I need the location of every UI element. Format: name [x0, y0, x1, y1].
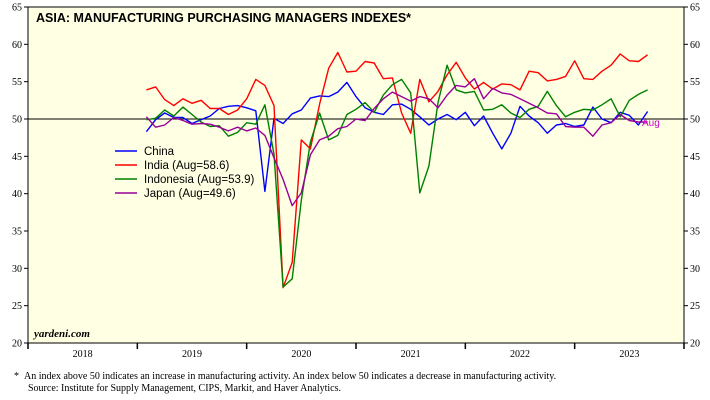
y-tick-label-left: 55: [12, 77, 22, 88]
y-tick-label-right: 35: [690, 227, 700, 238]
footnote-line-1: * An index above 50 indicates an increas…: [14, 371, 556, 382]
y-tick-label-right: 45: [690, 152, 700, 163]
plot-area: [27, 6, 685, 344]
footnote-text: An index above 50 indicates an increase …: [24, 371, 557, 382]
series-line-indonesia: [146, 64, 648, 288]
y-tick-label-left: 65: [12, 3, 22, 14]
y-tick-label-right: 40: [690, 189, 700, 200]
y-tick-label-right: 65: [690, 3, 700, 14]
legend-label: India (Aug=58.6): [144, 160, 230, 172]
y-tick-label-left: 50: [12, 115, 22, 126]
y-tick-label-right: 50: [690, 115, 700, 126]
watermark-yardeni: yardeni.com: [32, 328, 90, 340]
legend-item: India (Aug=58.6): [115, 160, 230, 172]
legend-item: Japan (Aug=49.6): [115, 188, 236, 200]
x-tick-label: 2020: [291, 349, 311, 360]
y-tick-label-right: 55: [690, 77, 700, 88]
y-tick-label-right: 30: [690, 264, 700, 275]
x-tick-label: 2022: [510, 349, 530, 360]
y-tick-label-right: 60: [690, 40, 700, 51]
series-line-japan: [145, 77, 648, 207]
chart-title: ASIA: MANUFACTURING PURCHASING MANAGERS …: [36, 11, 411, 25]
legend-item: Indonesia (Aug=53.9): [115, 174, 254, 186]
footnote-marker: *: [14, 371, 19, 382]
y-tick-label-left: 40: [12, 189, 22, 200]
legend-label: China: [144, 146, 175, 158]
y-tick-label-left: 45: [12, 152, 22, 163]
y-tick-label-left: 25: [12, 301, 22, 312]
footnote-source: Source: Institute for Supply Management,…: [28, 383, 342, 394]
y-tick-label-left: 35: [12, 227, 22, 238]
legend-item: China: [115, 146, 175, 158]
x-tick-label: 2021: [401, 349, 421, 360]
aug-label: Aug: [642, 118, 660, 129]
y-tick-label-left: 60: [12, 40, 22, 51]
y-tick-label-left: 30: [12, 264, 22, 275]
y-tick-label-left: 20: [12, 339, 22, 350]
x-tick-label: 2023: [619, 349, 639, 360]
legend-label: Indonesia (Aug=53.9): [144, 174, 254, 186]
x-tick-label: 2019: [182, 349, 202, 360]
y-tick-label-right: 25: [690, 301, 700, 312]
series-line-india: [146, 51, 649, 289]
legend-label: Japan (Aug=49.6): [144, 188, 236, 200]
x-tick-label: 2018: [73, 349, 93, 360]
y-tick-label-right: 20: [690, 339, 700, 350]
